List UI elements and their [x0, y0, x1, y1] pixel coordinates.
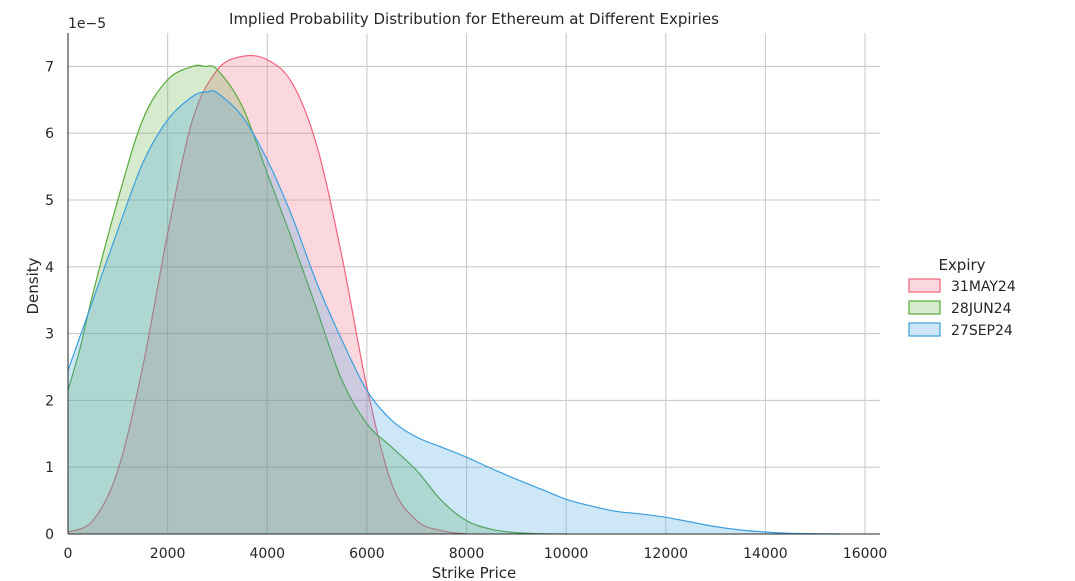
legend-items: 31MAY24 28JUN24 27SEP24 — [908, 278, 1016, 339]
chart-title: Implied Probability Distribution for Eth… — [229, 10, 719, 28]
x-tick-label: 14000 — [743, 546, 788, 562]
y-tick-label: 4 — [45, 260, 54, 276]
legend-label-28jun24: 28JUN24 — [951, 301, 1012, 317]
y-tick-label: 0 — [45, 527, 54, 543]
y-tick-label: 6 — [45, 126, 54, 142]
grid — [67, 33, 880, 535]
series-area-27sep24 — [68, 90, 841, 534]
x-tick-labels: 0 2000 4000 6000 8000 10000 12000 14000 16000 — [64, 546, 888, 562]
legend-swatch-31may24 — [908, 278, 941, 293]
y-tick-label: 1 — [45, 460, 54, 476]
x-tick-label: 0 — [64, 546, 73, 562]
x-tick-label: 10000 — [544, 546, 589, 562]
legend-title: Expiry — [938, 256, 985, 274]
x-tick-label: 16000 — [843, 546, 888, 562]
x-tick-label: 12000 — [644, 546, 689, 562]
y-tick-label: 2 — [45, 393, 54, 409]
legend-swatch-28jun24 — [908, 300, 941, 315]
x-axis-label: Strike Price — [432, 564, 516, 581]
series-line-27sep24 — [67, 90, 841, 535]
series-areas — [67, 54, 841, 535]
legend-label-31may24: 31MAY24 — [951, 279, 1016, 295]
series-line-28jun24 — [67, 64, 567, 535]
x-tick-label: 2000 — [150, 546, 186, 562]
series-area-28jun24 — [68, 65, 567, 534]
x-tick-label: 8000 — [449, 546, 485, 562]
y-axis-label: Density — [24, 257, 42, 314]
legend: Expiry 31MAY24 28JUN24 27SEP24 — [908, 256, 1016, 339]
y-tick-label: 7 — [45, 59, 54, 75]
x-tick-label: 6000 — [349, 546, 385, 562]
legend-label-27sep24: 27SEP24 — [951, 323, 1013, 339]
legend-swatch-27sep24 — [908, 322, 941, 337]
y-tick-label: 5 — [45, 193, 54, 209]
y-offset-label: 1e−5 — [68, 16, 106, 32]
series-area-31may24 — [68, 55, 467, 534]
x-tick-label: 4000 — [249, 546, 285, 562]
y-tick-label: 3 — [45, 327, 54, 343]
y-tick-labels: 0 1 2 3 4 5 6 7 — [45, 59, 54, 543]
series-line-31may24 — [67, 54, 467, 535]
